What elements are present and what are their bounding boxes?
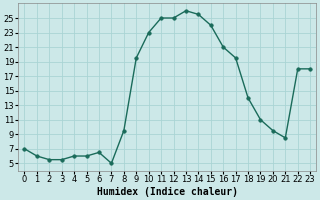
X-axis label: Humidex (Indice chaleur): Humidex (Indice chaleur) bbox=[97, 186, 238, 197]
